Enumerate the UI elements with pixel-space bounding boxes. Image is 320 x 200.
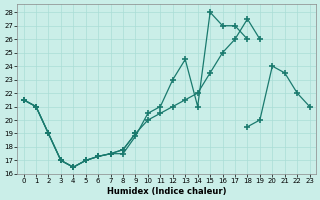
X-axis label: Humidex (Indice chaleur): Humidex (Indice chaleur): [107, 187, 226, 196]
